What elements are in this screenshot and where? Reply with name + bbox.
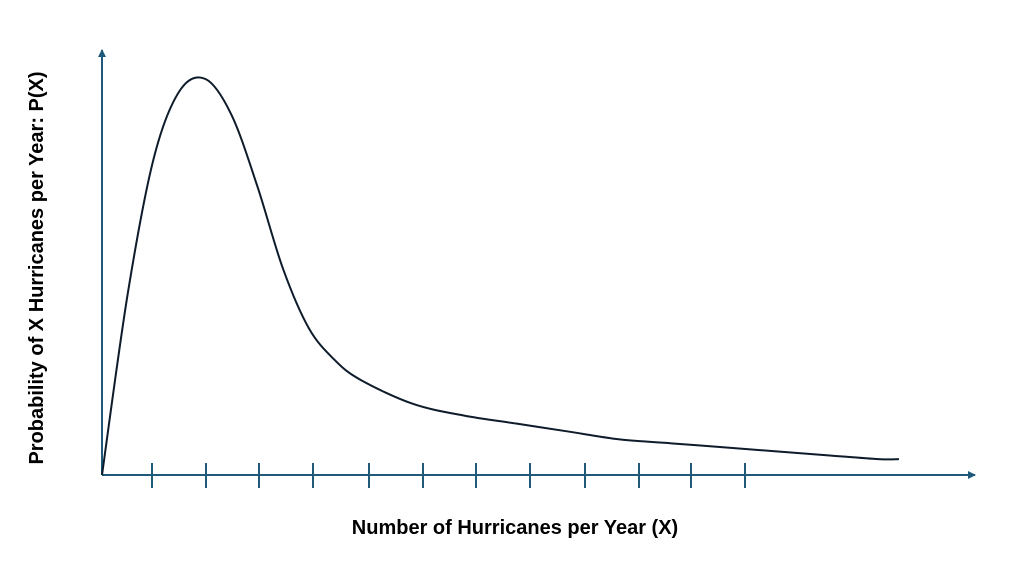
y-axis-label: Probability of X Hurricanes per Year: P(… xyxy=(26,71,48,464)
x-tick-group xyxy=(151,463,746,488)
x-axis-label: Number of Hurricanes per Year (X) xyxy=(352,517,678,539)
distribution-curve xyxy=(101,76,899,476)
